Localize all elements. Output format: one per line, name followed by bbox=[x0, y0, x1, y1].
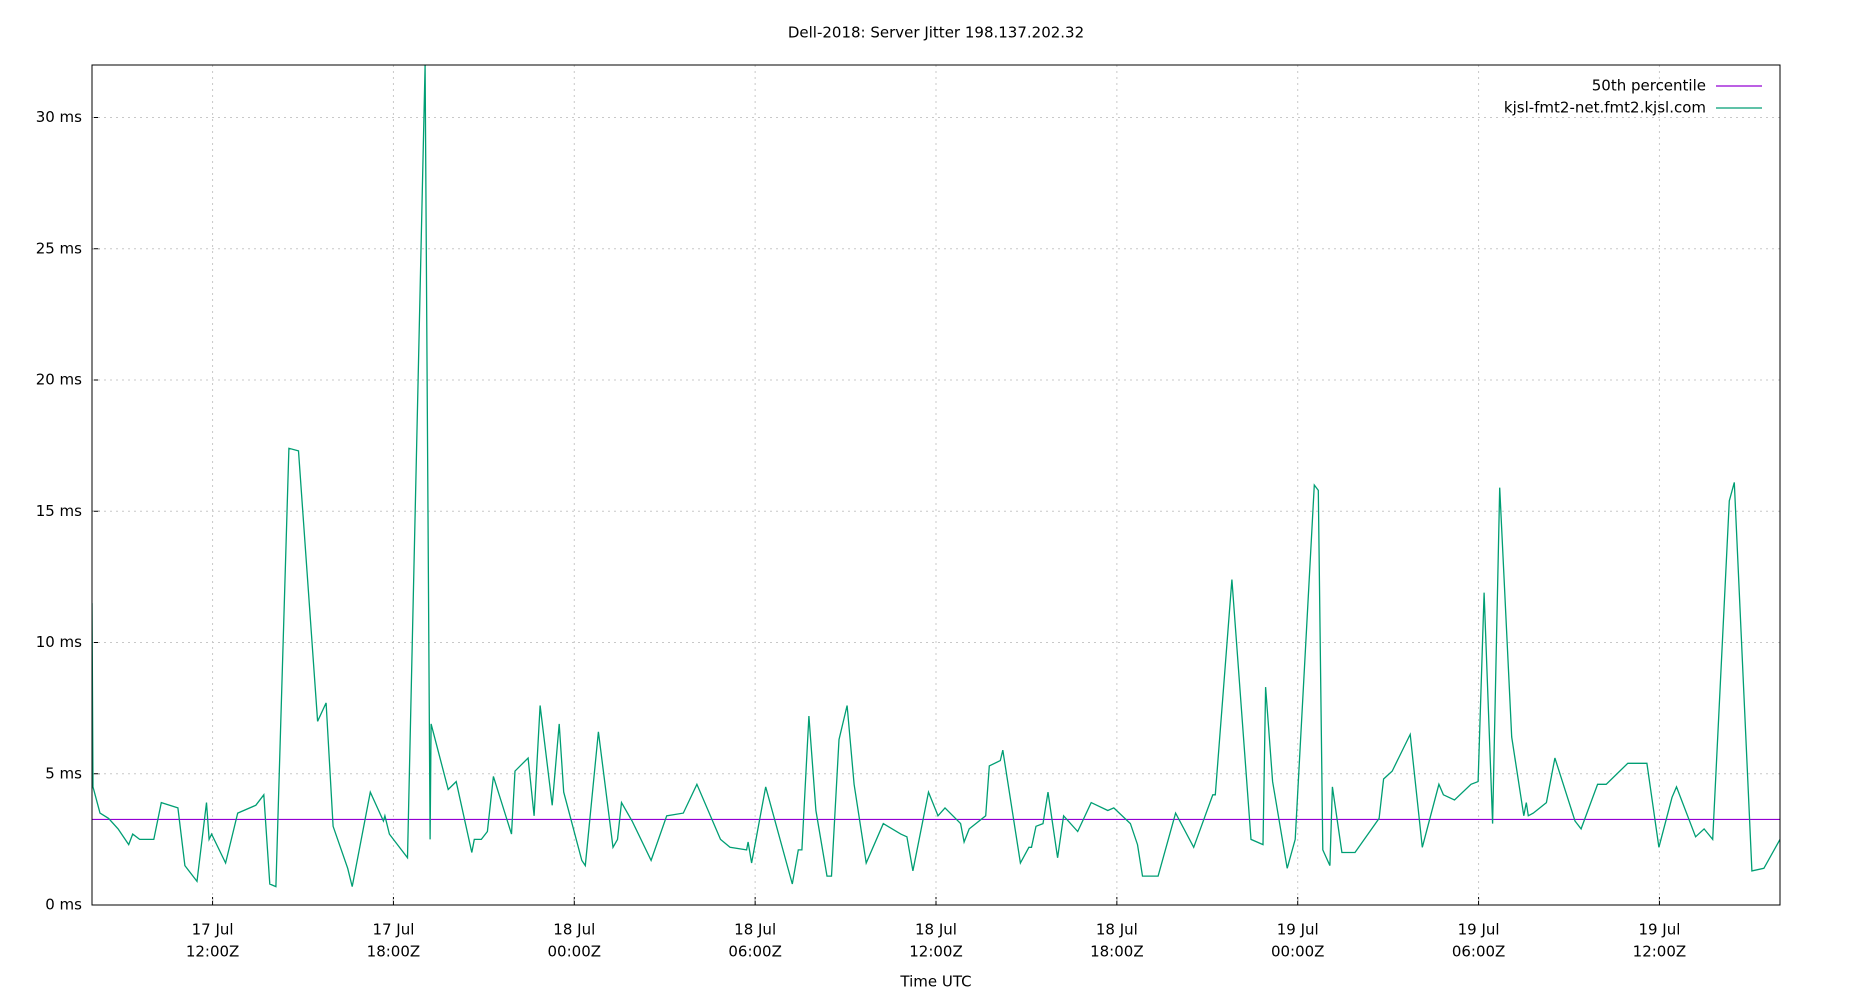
y-tick-label: 10 ms bbox=[36, 633, 82, 651]
x-tick-label: 19 Jul bbox=[1638, 921, 1680, 939]
x-tick-label: 18 Jul bbox=[734, 921, 776, 939]
plot-frame bbox=[91, 64, 1781, 906]
x-tick-label: 00:00Z bbox=[548, 943, 602, 961]
y-tick-label: 25 ms bbox=[36, 239, 82, 257]
x-tick-label: 12:00Z bbox=[186, 943, 240, 961]
y-tick-label: 15 ms bbox=[36, 502, 82, 520]
grid bbox=[92, 65, 1780, 906]
y-tick-label: 20 ms bbox=[36, 371, 82, 389]
x-tick-label: 18 Jul bbox=[915, 921, 957, 939]
x-axis-label: Time UTC bbox=[899, 973, 971, 991]
y-tick-label: 5 ms bbox=[45, 764, 82, 782]
x-tick-label: 17 Jul bbox=[372, 921, 414, 939]
x-tick-label: 12:00Z bbox=[1633, 943, 1687, 961]
legend-label: 50th percentile bbox=[1592, 77, 1706, 95]
x-tick-label: 12:00Z bbox=[909, 943, 963, 961]
x-tick-label: 19 Jul bbox=[1277, 921, 1319, 939]
y-tick-label: 30 ms bbox=[36, 108, 82, 126]
x-tick-label: 19 Jul bbox=[1458, 921, 1500, 939]
data-line bbox=[92, 65, 1780, 888]
x-tick-label: 18:00Z bbox=[367, 943, 421, 961]
y-tick-label: 0 ms bbox=[45, 896, 82, 914]
x-tick-label: 06:00Z bbox=[1452, 943, 1506, 961]
chart-title: Dell-2018: Server Jitter 198.137.202.32 bbox=[788, 24, 1084, 42]
legend-label: kjsl-fmt2-net.fmt2.kjsl.com bbox=[1504, 99, 1706, 117]
plot-area bbox=[92, 65, 1780, 888]
x-tick-label: 06:00Z bbox=[728, 943, 782, 961]
x-tick-label: 18:00Z bbox=[1090, 943, 1144, 961]
x-tick-label: 17 Jul bbox=[192, 921, 234, 939]
x-tick-label: 18 Jul bbox=[1096, 921, 1138, 939]
x-tick-label: 18 Jul bbox=[553, 921, 595, 939]
x-tick-label: 00:00Z bbox=[1271, 943, 1325, 961]
